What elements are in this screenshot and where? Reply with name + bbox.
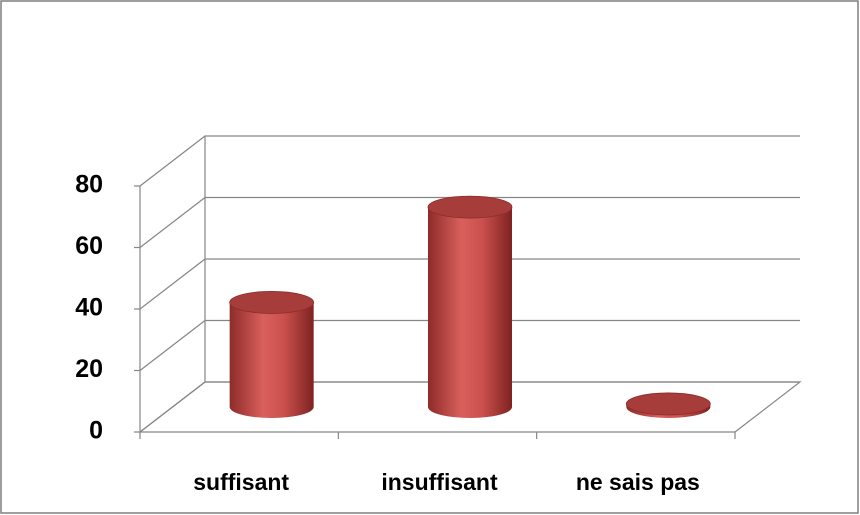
- grid-line: [139, 196, 800, 248]
- cylinder-top: [229, 291, 315, 314]
- cylinder-top: [427, 195, 513, 219]
- y-tick-label: 60: [75, 232, 103, 260]
- cylinder-top: [625, 392, 711, 416]
- cylinder-body: [428, 207, 512, 418]
- x-tick-label: ne sais pas: [576, 469, 700, 495]
- x-tick-label: suffisant: [193, 469, 289, 495]
- y-tick-label: 0: [89, 417, 103, 445]
- grid-line: [139, 258, 800, 310]
- y-tick-label: 40: [75, 294, 103, 322]
- x-tick-label: insuffisant: [381, 469, 498, 495]
- grid-line: [139, 135, 800, 187]
- y-tick-label: 80: [75, 171, 103, 199]
- y-tick-label: 20: [75, 355, 103, 383]
- grid-line: [139, 381, 800, 433]
- grid-line: [139, 319, 800, 371]
- cylinder-body: [229, 302, 314, 418]
